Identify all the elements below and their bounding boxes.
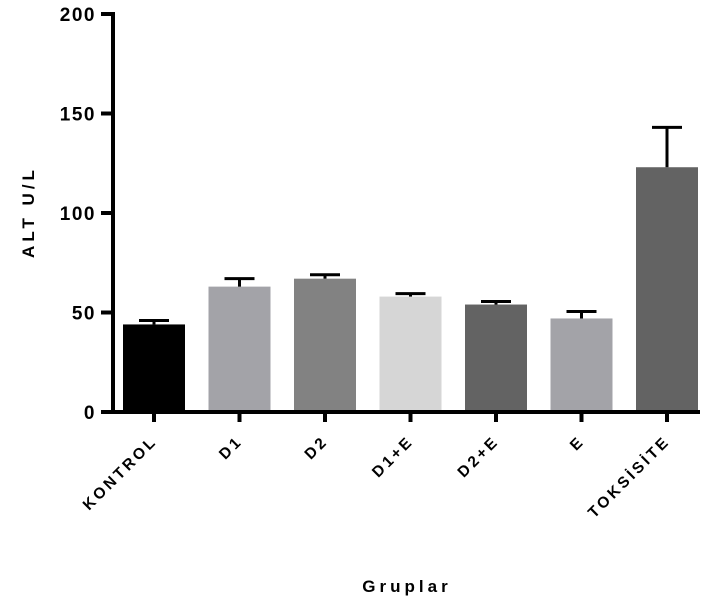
bar <box>379 296 442 412</box>
x-tick-label: D1+E <box>369 433 417 481</box>
bar <box>208 286 271 412</box>
bar <box>123 324 185 412</box>
x-tick-label: E <box>567 433 588 454</box>
y-tick-label: 0 <box>84 403 96 424</box>
y-tick-label: 200 <box>60 5 96 26</box>
y-tick-label: 50 <box>72 304 96 325</box>
error-bars-layer <box>139 125 682 325</box>
x-axis-title: Gruplar <box>362 577 451 596</box>
y-tick-label: 150 <box>60 105 96 126</box>
bar <box>294 278 356 412</box>
x-tick-label: TOKSİSİTE <box>585 433 674 522</box>
x-tick-label: KONTROL <box>80 433 161 514</box>
x-tick-label: D2 <box>302 433 332 463</box>
y-tick-label: 100 <box>60 204 96 225</box>
bar <box>636 167 698 412</box>
bar <box>465 304 527 412</box>
y-ticks-layer: 0 50 100 150 200 <box>60 5 113 424</box>
bars-layer <box>123 167 698 412</box>
x-tick-label: D2+E <box>455 433 503 481</box>
y-axis-title: ALT U/L <box>19 166 38 258</box>
bar <box>550 318 613 412</box>
x-tick-label: D1 <box>216 433 246 463</box>
